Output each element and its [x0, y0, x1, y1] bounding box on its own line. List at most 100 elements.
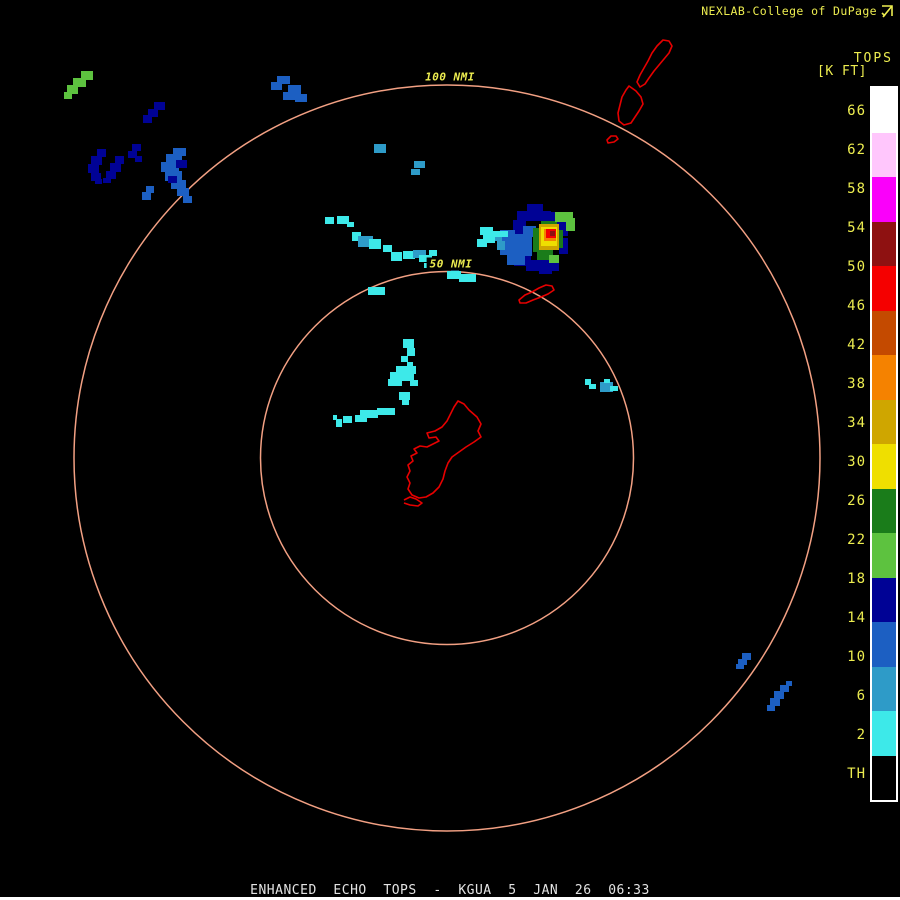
echo-cell — [399, 392, 410, 400]
echo-cell — [550, 231, 555, 236]
echo-tops-colorbar — [870, 86, 898, 802]
colorbar-segment-46-50 — [872, 310, 896, 355]
coastline-aguijan — [606, 135, 619, 144]
echo-cell — [513, 234, 532, 256]
echo-cell — [780, 685, 789, 692]
colorbar-tick-18: 18 — [847, 571, 866, 587]
echo-cell — [64, 92, 72, 99]
echo-cell — [407, 362, 413, 366]
echo-cell — [459, 274, 476, 282]
echo-cell — [480, 227, 493, 235]
colorbar-tick-46: 46 — [847, 298, 866, 314]
echo-cell — [97, 149, 106, 157]
echo-cell — [360, 410, 378, 418]
echo-cell — [477, 239, 487, 247]
echo-cell — [183, 196, 192, 203]
echo-cell — [166, 154, 182, 164]
echo-cell — [355, 415, 367, 422]
echo-cell — [414, 161, 425, 168]
echo-cell — [585, 379, 591, 385]
colorbar-segment-22-26 — [872, 577, 896, 622]
echo-cell — [403, 251, 415, 259]
range-ring-100-nmi — [73, 84, 821, 832]
echo-cell — [487, 231, 508, 237]
echo-cell — [738, 659, 747, 665]
echo-cell — [391, 252, 402, 261]
echo-cell — [533, 228, 541, 252]
echo-cell — [337, 216, 349, 224]
colorbar-segment-26-30 — [872, 533, 896, 578]
echo-cell — [81, 71, 93, 80]
echo-cell — [390, 372, 414, 381]
legend-units: [K FT] — [817, 64, 867, 79]
echo-cell — [410, 380, 418, 386]
echo-cell — [352, 232, 361, 241]
echo-cell — [483, 235, 495, 243]
nexlab-logo-icon — [881, 4, 893, 18]
echo-cell — [115, 156, 124, 164]
echo-cell — [95, 179, 102, 184]
colorbar-tick-42: 42 — [847, 337, 866, 353]
echo-cell — [135, 156, 142, 162]
echo-cell — [374, 144, 386, 153]
echo-cell — [143, 115, 152, 123]
echo-cell — [523, 226, 536, 237]
echo-cell — [383, 245, 392, 252]
echo-cell — [277, 76, 290, 84]
colorbar-segment-30-34 — [872, 488, 896, 533]
coastline-guam-south-reef — [403, 496, 423, 507]
colorbar-tick-38: 38 — [847, 376, 866, 392]
colorbar-segment-50-54 — [872, 266, 896, 311]
echo-cell — [288, 85, 301, 94]
echo-cell — [142, 192, 151, 200]
coastline-saipan — [636, 39, 673, 88]
echo-cell — [774, 691, 784, 699]
colorbar-tick-2: 2 — [856, 727, 866, 743]
echo-cell — [549, 255, 559, 263]
legend-title: TOPS — [853, 51, 893, 66]
colorbar-tick-62: 62 — [847, 142, 866, 158]
colorbar-tick-22: 22 — [847, 532, 866, 548]
echo-cell — [497, 241, 505, 250]
colorbar-segment-2-14 — [872, 711, 896, 756]
echo-cell — [604, 379, 610, 383]
ring-label-100-nmi: 100 NMI — [422, 70, 478, 84]
echo-cell — [537, 250, 553, 260]
echo-cell — [343, 416, 352, 423]
coastline-tinian — [617, 85, 644, 126]
colorbar-tick-6: 6 — [856, 688, 866, 704]
echo-cell — [517, 211, 551, 221]
echo-cell — [429, 250, 437, 256]
colorbar-segment-42-46 — [872, 355, 896, 400]
echo-cell — [369, 239, 381, 249]
echo-cell — [271, 82, 282, 90]
echo-cell — [146, 186, 154, 193]
echo-cell — [419, 255, 432, 262]
echo-cell — [368, 287, 385, 295]
colorbar-tick-34: 34 — [847, 415, 866, 431]
echo-cell — [110, 163, 121, 172]
colorbar-segment-TH — [872, 755, 896, 800]
echo-cell — [176, 160, 187, 168]
echo-cell — [396, 366, 416, 374]
echo-cell — [589, 384, 596, 389]
echo-cell — [388, 379, 402, 386]
range-ring-50-nmi — [259, 270, 635, 646]
echo-cell — [403, 339, 414, 348]
coastline-rota — [518, 284, 555, 304]
coastline-guam — [406, 400, 482, 499]
echo-cell — [786, 681, 792, 686]
colorbar-tick-54: 54 — [847, 220, 866, 236]
echo-cell — [559, 238, 568, 254]
echo-cell — [73, 78, 86, 87]
bottom-border — [0, 897, 900, 900]
echo-cell — [168, 176, 177, 183]
echo-cell — [177, 188, 189, 196]
echo-cell — [401, 356, 408, 362]
echo-cell — [767, 705, 775, 711]
echo-cell — [154, 102, 165, 110]
echo-cell — [559, 222, 568, 236]
colorbar-tick-10: 10 — [847, 649, 866, 665]
